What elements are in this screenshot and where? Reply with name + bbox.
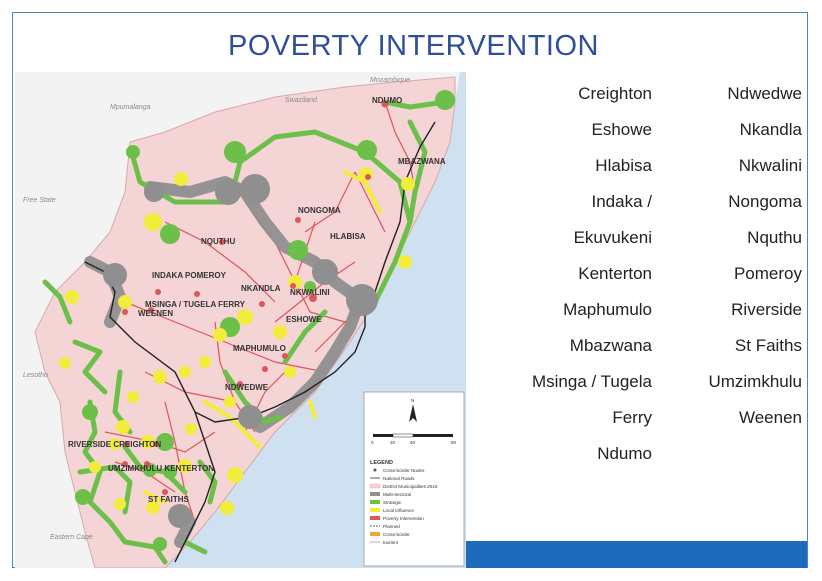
- region-label-mozambique: Mozambique: [370, 77, 410, 84]
- scale-label-40: 40: [410, 440, 416, 445]
- scale-label-20: 20: [390, 440, 396, 445]
- area-name-left: Creighton: [578, 84, 652, 103]
- legend-item-national-roads: National Roads: [383, 476, 415, 481]
- town-label-ndwedwe: NDWEDWE: [225, 383, 269, 392]
- area-name-right: Nkwalini: [738, 156, 802, 175]
- town-label-maphumulo: MAPHUMULO: [233, 344, 286, 353]
- area-name-left: Ndumo: [597, 444, 652, 463]
- town-label-ndumo: NDUMO: [372, 96, 402, 105]
- legend-item-multi-sectoral: Multi-Sectoral: [383, 492, 411, 497]
- town-label-umzimkhulu-kenterton: UMZIMKHULU KENTERTON: [108, 464, 214, 473]
- legend-item-tourism: tourism: [383, 540, 398, 545]
- town-label-st-faiths: ST FAITHS: [148, 495, 190, 504]
- area-name-right: Riverside: [731, 300, 802, 319]
- area-name-right: Nongoma: [728, 192, 802, 211]
- town-label-nkandla: NKANDLA: [241, 284, 281, 293]
- town-label-nongoma: NONGOMA: [298, 206, 341, 215]
- area-name-left: Hlabisa: [595, 156, 652, 175]
- town-label-msinga-tugela-ferry: MSINGA / TUGELA FERRY: [145, 300, 246, 309]
- local-influence-nodes: [59, 167, 415, 515]
- town-label-mbazwana: MBAZWANA: [398, 157, 446, 166]
- area-name-left: Eshowe: [591, 120, 652, 139]
- slide-title: POVERTY INTERVENTION: [228, 30, 599, 62]
- area-name-left: Maphumulo: [563, 300, 652, 319]
- town-label-nquthu: NQUTHU: [201, 237, 235, 246]
- area-name-left: Ferry: [612, 408, 652, 427]
- area-name-right: Pomeroy: [733, 264, 802, 283]
- town-label-indaka-pomeroy: INDAKA POMEROY: [152, 271, 227, 280]
- area-name-right: Umzimkhulu: [708, 372, 802, 391]
- legend-item-planned: Planned: [383, 524, 400, 529]
- scale-label-80: 80: [451, 440, 457, 445]
- area-name-left: Msinga / Tugela: [531, 372, 652, 391]
- poverty-intervention-nodes: [122, 100, 389, 495]
- strategic-nodes: [75, 90, 455, 551]
- region-label-free-state: Free State: [23, 197, 56, 204]
- multi-sectoral-nodes: [103, 174, 378, 528]
- town-label-nkwalini: NKWALINI: [290, 288, 330, 297]
- region-label-eastern-cape: Eastern Cape: [50, 534, 93, 541]
- legend-title: LEGEND: [370, 460, 393, 466]
- area-name-left: Indaka /: [591, 192, 653, 211]
- legend-item-poverty-intervention: Poverty Intervention: [383, 516, 424, 521]
- map-legend: N 0 20 40 80 LEGEND Cross-border Nodes N…: [363, 391, 465, 567]
- footer-accent-bar: [466, 541, 807, 568]
- map-canvas: Mozambique Swaziland Mpumalanga Free Sta…: [15, 72, 466, 568]
- area-name-left: Kenterton: [578, 264, 652, 283]
- legend-item-district-municipalities: District Municipalities 2016: [383, 484, 438, 489]
- national-roads: [84, 121, 436, 563]
- legend-item-cross-border: Cross-border: [383, 532, 410, 537]
- region-label-swaziland: Swaziland: [285, 97, 318, 104]
- scale-label-0: 0: [371, 440, 374, 445]
- area-name-right: St Faiths: [734, 336, 802, 355]
- region-label-lesotho: Lesotho: [23, 372, 48, 379]
- legend-item-cross-border-nodes: Cross-border Nodes: [383, 468, 425, 473]
- area-name-right: Nquthu: [747, 228, 802, 247]
- legend-item-strategic: Strategic: [383, 500, 402, 505]
- town-label-weenen: WEENEN: [138, 309, 173, 318]
- kzn-map: Mozambique Swaziland Mpumalanga Free Sta…: [15, 72, 466, 568]
- town-label-eshowe: ESHOWE: [286, 315, 322, 324]
- area-name-right: Weenen: [738, 408, 802, 427]
- area-name-right: Ndwedwe: [727, 84, 802, 103]
- legend-item-local-influence: Local Influence: [383, 508, 414, 513]
- north-arrow-icon: [409, 404, 417, 422]
- local-influence-routes: [143, 170, 382, 504]
- north-label: N: [411, 398, 414, 403]
- area-name-right: Nkandla: [739, 120, 802, 139]
- region-label-mpumalanga: Mpumalanga: [110, 104, 151, 111]
- area-name-left: Ekuvukeni: [573, 228, 652, 247]
- town-label-riverside-creighton: RIVERSIDE CREIGHTON: [68, 440, 161, 449]
- town-label-hlabisa: HLABISA: [330, 232, 366, 241]
- area-name-left: Mbazwana: [569, 336, 652, 355]
